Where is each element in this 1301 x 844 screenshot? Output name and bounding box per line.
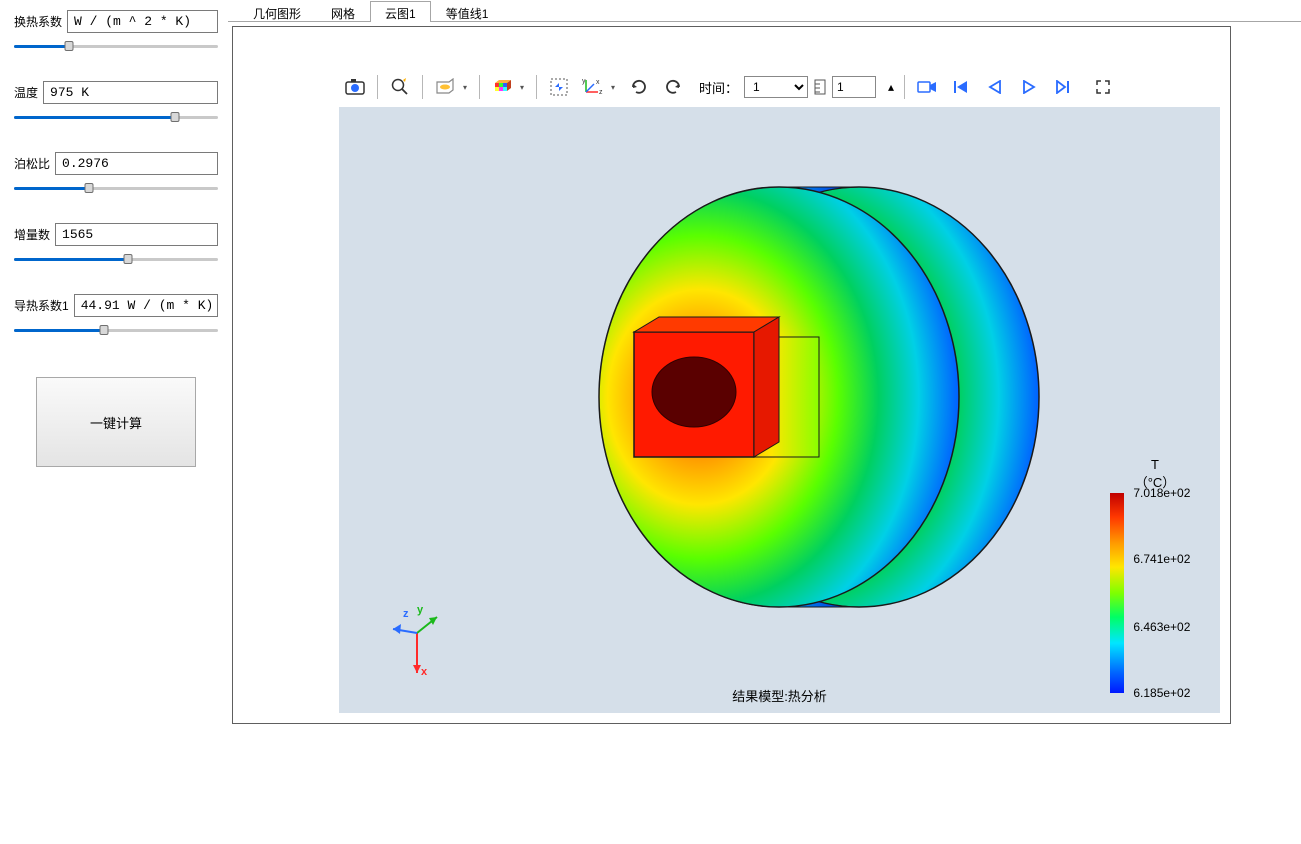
frame-input[interactable] [832,76,876,98]
color-legend: T （°C） 7.018e+026.741e+026.463e+026.185e… [1110,457,1200,693]
svg-text:z: z [403,608,409,620]
skip-start-icon[interactable] [945,72,977,102]
model-caption: 结果模型:热分析 [732,686,827,705]
param-row: 增量数 [14,223,218,266]
step-forward-icon[interactable] [1047,72,1079,102]
colorbar-tick: 6.463e+02 [1133,620,1190,634]
time-label: 时间： [699,78,738,97]
param-label: 换热系数 [14,13,62,30]
axis-triad-icon: x y z [387,603,447,683]
param-label: 增量数 [14,226,50,243]
param-input[interactable] [43,81,218,104]
viewer-frame: ▾ ▾ xyz ▾ [232,26,1231,724]
svg-text:x: x [596,79,600,86]
camera-record-icon[interactable] [911,72,943,102]
param-row: 泊松比 [14,152,218,195]
param-input[interactable] [55,223,218,246]
param-input[interactable] [67,10,218,33]
tab[interactable]: 几何图形 [238,1,316,22]
chevron-down-icon[interactable]: ▾ [463,83,473,92]
svg-text:z: z [599,89,603,96]
time-select[interactable]: 1 [744,76,808,98]
play-icon[interactable] [1013,72,1045,102]
chevron-down-icon[interactable]: ▾ [520,83,530,92]
screenshot-icon[interactable] [339,72,371,102]
parameter-sidebar: 换热系数温度泊松比增量数导热系数1 一键计算 [0,0,228,844]
colorbar-tick: 7.018e+02 [1133,486,1190,500]
axes-xyz-icon[interactable]: x y z [577,72,609,102]
param-slider[interactable] [14,252,218,266]
fit-view-icon[interactable] [543,72,575,102]
rotate-cw-icon[interactable] [623,72,655,102]
param-slider[interactable] [14,110,218,124]
param-slider[interactable] [14,323,218,337]
viewport-canvas[interactable]: x y z T （°C） 7.018e+026.741e+026.463e+02… [339,107,1220,713]
param-row: 温度 [14,81,218,124]
param-row: 导热系数1 [14,294,218,337]
tab[interactable]: 云图1 [370,1,431,22]
svg-text:x: x [421,666,428,678]
colorbar-tick: 6.741e+02 [1133,552,1190,566]
param-label: 温度 [14,84,38,101]
rotate-ccw-icon[interactable] [657,72,689,102]
colorbar-tick: 6.185e+02 [1133,686,1190,700]
tab-bar: 几何图形网格云图1等值线1 [228,0,1301,22]
param-slider[interactable] [14,181,218,195]
clip-plane-icon[interactable] [429,72,461,102]
step-back-icon[interactable] [979,72,1011,102]
zoom-icon[interactable] [384,72,416,102]
param-slider[interactable] [14,39,218,53]
param-row: 换热系数 [14,10,218,53]
param-label: 导热系数1 [14,297,69,314]
param-input[interactable] [74,294,218,317]
expand-icon[interactable] [1087,72,1119,102]
main-area: 几何图形网格云图1等值线1 ▾ [228,0,1301,844]
svg-text:y: y [417,604,424,616]
param-label: 泊松比 [14,155,50,172]
color-cube-icon[interactable] [486,72,518,102]
viewer-toolbar: ▾ ▾ x y z ▾ [339,69,1119,105]
frame-up-icon[interactable]: ▴ [884,72,898,102]
thermal-model [539,147,1099,647]
tab[interactable]: 等值线1 [431,1,504,22]
tab[interactable]: 网格 [316,1,370,22]
ruler-icon[interactable] [810,72,830,102]
calculate-button[interactable]: 一键计算 [36,377,196,467]
param-input[interactable] [55,152,218,175]
svg-text:y: y [582,78,586,85]
chevron-down-icon[interactable]: ▾ [611,83,621,92]
